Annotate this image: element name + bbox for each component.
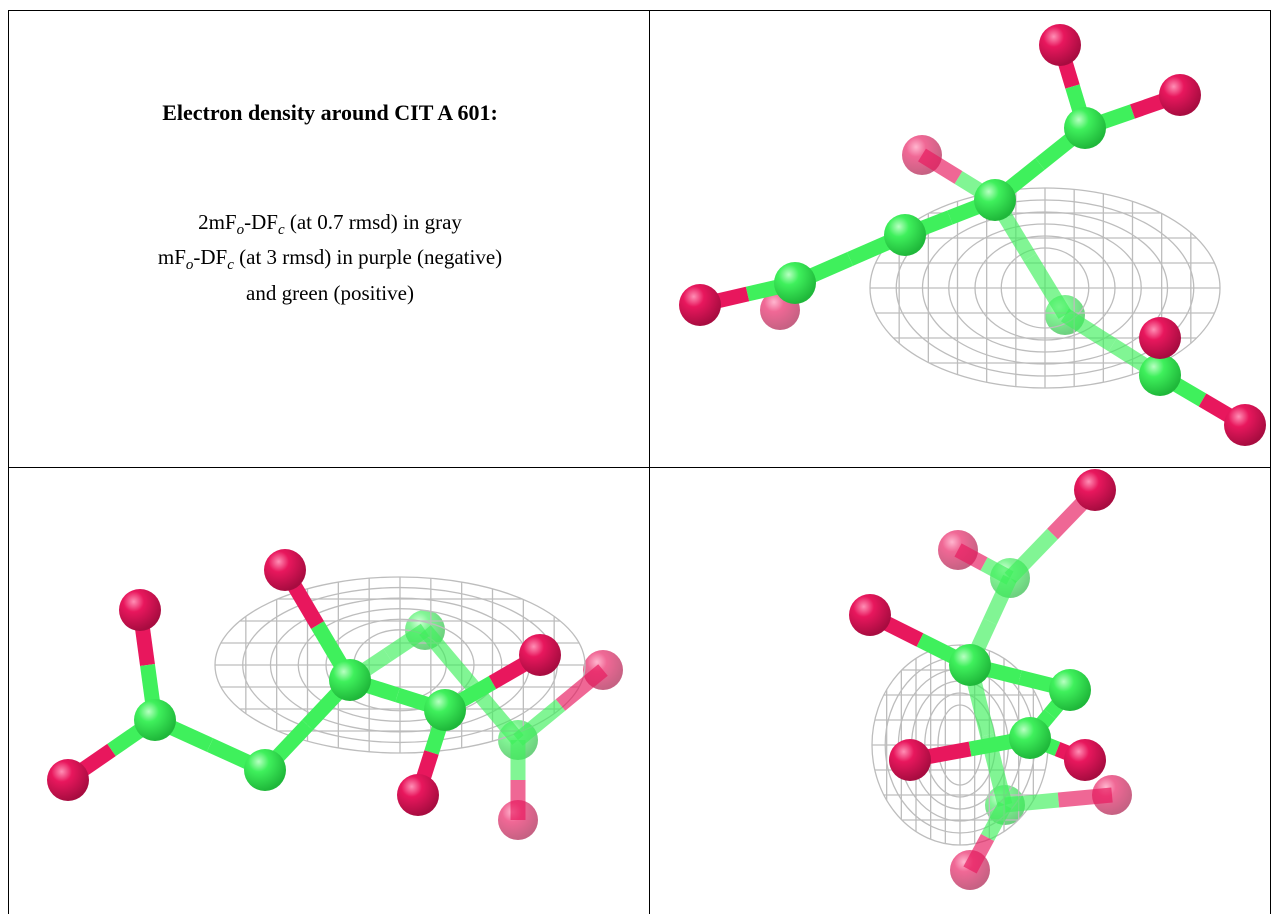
text-run: mF: [158, 245, 186, 269]
atom: [949, 644, 991, 686]
body: Electron density around CIT A 601: 2mFo-…: [0, 0, 1278, 914]
atom: [774, 262, 816, 304]
text-run: and green (positive): [246, 281, 414, 305]
molecule: [849, 469, 1116, 870]
figure: Electron density around CIT A 601: 2mFo-…: [0, 0, 1278, 914]
bond: [1059, 795, 1113, 800]
bond: [1010, 534, 1053, 578]
atom: [1139, 317, 1181, 359]
atom: [679, 284, 721, 326]
bond: [1005, 800, 1059, 805]
molecule-renders: [47, 24, 1266, 890]
text-run: -DF: [244, 210, 278, 234]
page: {"text_cell": {"title": "Electron densit…: [0, 0, 1278, 914]
atom: [849, 594, 891, 636]
atom: [1049, 669, 1091, 711]
atom: [134, 699, 176, 741]
atom: [1159, 74, 1201, 116]
atom: [397, 774, 439, 816]
atom: [244, 749, 286, 791]
atom: [1039, 24, 1081, 66]
atom: [329, 659, 371, 701]
atom: [119, 589, 161, 631]
atom: [519, 634, 561, 676]
atom: [884, 214, 926, 256]
atom: [1139, 354, 1181, 396]
atom: [1224, 404, 1266, 446]
atom: [1064, 107, 1106, 149]
bond: [425, 630, 472, 685]
atom: [264, 549, 306, 591]
molecule: [47, 549, 603, 820]
atom: [1009, 717, 1051, 759]
text-run: (at 0.7 rmsd) in gray: [285, 210, 463, 234]
atom: [1064, 739, 1106, 781]
atom: [1074, 469, 1116, 511]
legend-line: 2mFo-DFc (at 0.7 rmsd) in gray: [198, 210, 462, 238]
molecule: [679, 24, 1266, 446]
atom: [424, 689, 466, 731]
atom: [889, 739, 931, 781]
text-run: -DF: [193, 245, 227, 269]
legend-line: mFo-DFc (at 3 rmsd) in purple (negative): [158, 245, 502, 273]
legend-text: 2mFo-DFc (at 0.7 rmsd) in gray mFo-DFc (a…: [158, 210, 502, 305]
atom: [974, 179, 1016, 221]
text-run: (at 3 rmsd) in purple (negative): [234, 245, 502, 269]
bond: [388, 630, 426, 655]
text-run: 2mF: [198, 210, 237, 234]
legend-line: and green (positive): [246, 281, 414, 305]
cell-title: Electron density around CIT A 601:: [162, 100, 498, 125]
molecule-back: [938, 530, 1132, 890]
atom: [47, 759, 89, 801]
